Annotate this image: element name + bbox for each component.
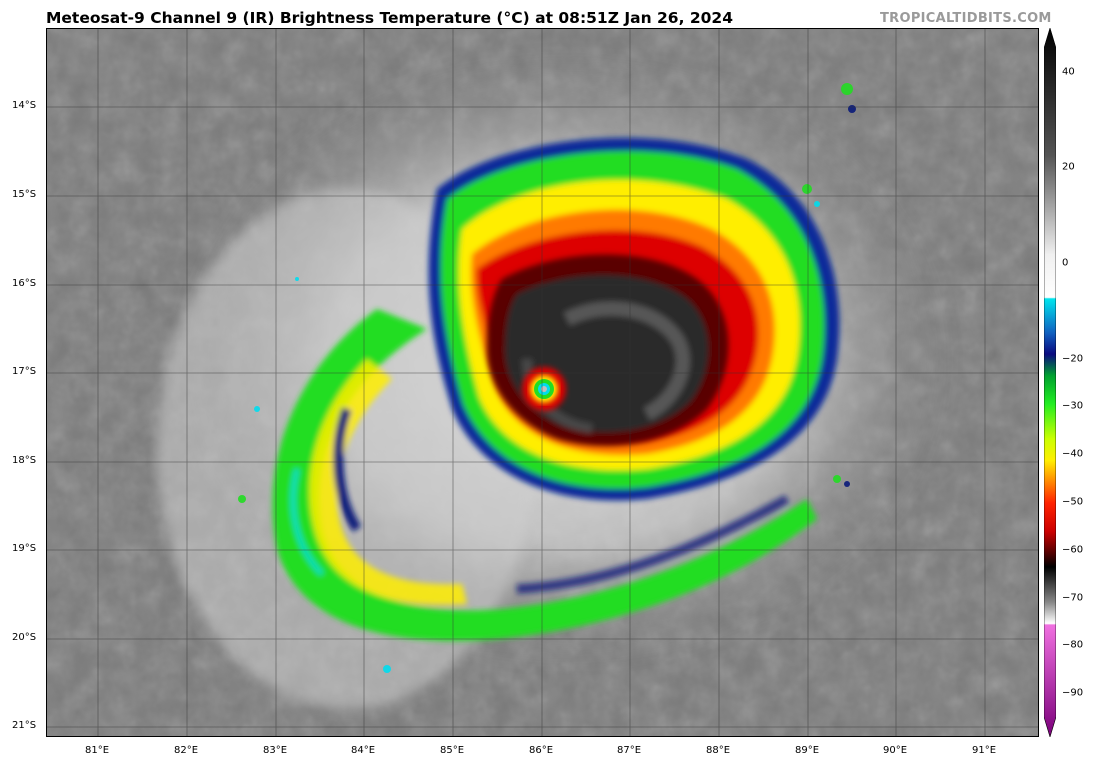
- colorbar-tick: −90: [1062, 687, 1084, 699]
- lat-label-17s: 17°S: [12, 366, 37, 377]
- temperature-colorbar: [1044, 28, 1056, 737]
- colorbar-tick: −70: [1062, 592, 1084, 604]
- colorbar-tick: −20: [1062, 353, 1084, 365]
- map-title: Meteosat-9 Channel 9 (IR) Brightness Tem…: [46, 9, 733, 27]
- lat-label-19s: 19°S: [12, 543, 37, 554]
- lat-label-21s: 21°S: [12, 720, 37, 731]
- colorbar-tick: −30: [1062, 400, 1084, 412]
- lat-label-16s: 16°S: [12, 278, 37, 289]
- lon-label-85e: 85°E: [439, 745, 465, 756]
- colorbar-tick: 20: [1062, 161, 1075, 173]
- colorbar-tick: −60: [1062, 544, 1084, 556]
- lat-label-20s: 20°S: [12, 632, 37, 643]
- lon-label-86e: 86°E: [528, 745, 554, 756]
- lat-label-15s: 15°S: [12, 189, 37, 200]
- lat-label-14s: 14°S: [12, 100, 37, 111]
- colorbar-tick: −50: [1062, 496, 1084, 508]
- colorbar-tick: 40: [1062, 66, 1075, 78]
- lon-label-83e: 83°E: [262, 745, 288, 756]
- colorbar-tick: −80: [1062, 639, 1084, 651]
- graticule: [47, 29, 1038, 736]
- lon-label-87e: 87°E: [616, 745, 642, 756]
- lon-label-84e: 84°E: [350, 745, 376, 756]
- lon-label-81e: 81°E: [84, 745, 110, 756]
- colorbar-tick: 0: [1062, 257, 1069, 269]
- satellite-imagery: [47, 29, 1038, 736]
- satellite-map[interactable]: [46, 28, 1039, 737]
- lon-label-82e: 82°E: [173, 745, 199, 756]
- lat-label-18s: 18°S: [12, 455, 37, 466]
- lon-label-88e: 88°E: [705, 745, 731, 756]
- lon-label-91e: 91°E: [971, 745, 997, 756]
- colorbar-tick: −40: [1062, 448, 1084, 460]
- watermark: TROPICALTIDBITS.COM: [880, 11, 1052, 26]
- lon-label-90e: 90°E: [882, 745, 908, 756]
- lon-label-89e: 89°E: [794, 745, 820, 756]
